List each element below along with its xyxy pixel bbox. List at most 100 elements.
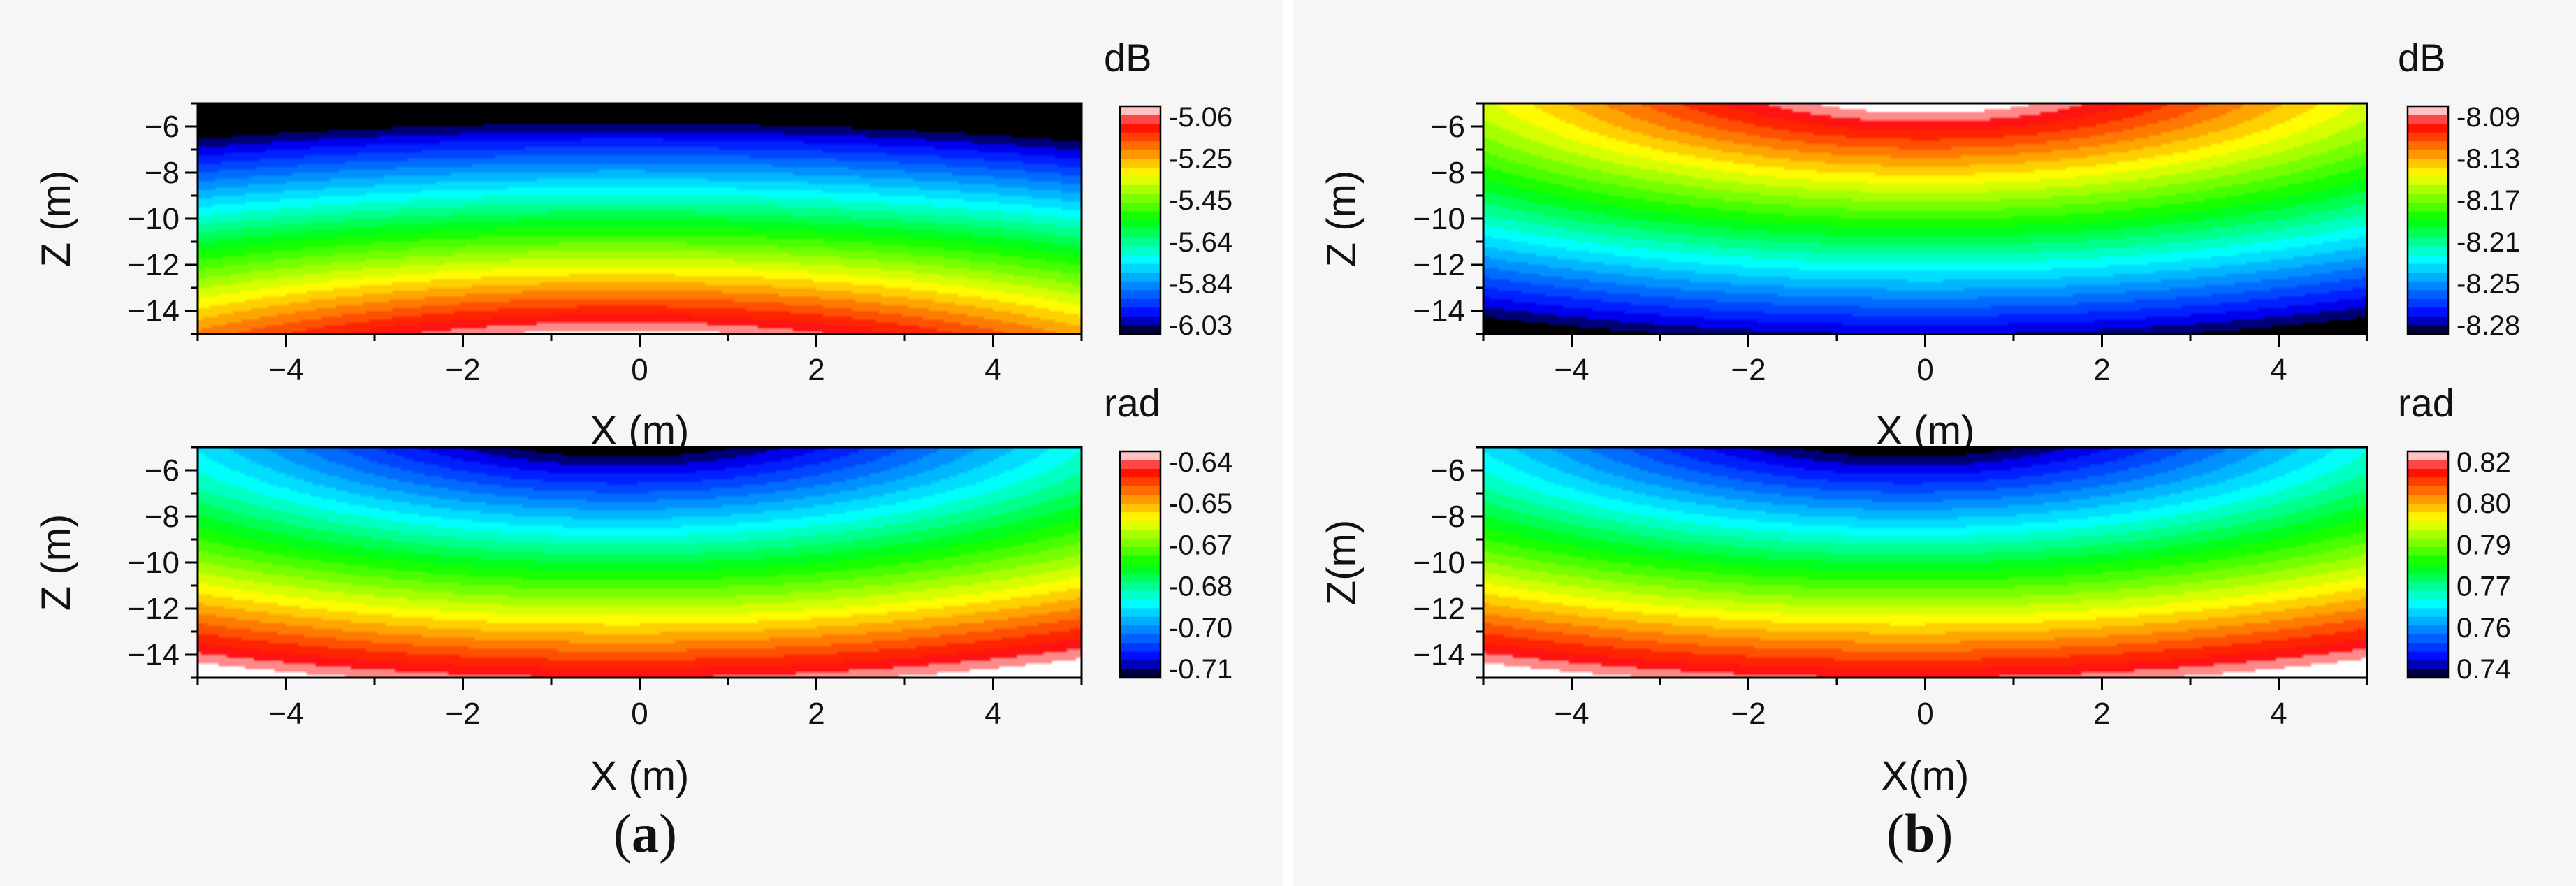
colorbar-swatch [2408,263,2448,273]
x-tick-label: 0 [631,697,648,731]
contour-field [1483,447,2367,678]
colorbar-swatch [1120,651,1160,661]
colorbar-swatch [1120,211,1160,221]
colorbar-tick-label: -0.68 [1169,572,1232,602]
colorbar-swatch [2408,573,2448,583]
colorbar-swatch [2408,547,2448,557]
colorbar-tick-label: -0.71 [1169,654,1232,685]
colorbar-swatch [2408,503,2448,513]
colorbar-tick-label: -6.03 [1169,310,1232,341]
x-tick-label: 4 [984,353,1001,387]
colorbar-swatch [1120,590,1160,600]
colorbar-swatch [1120,530,1160,539]
colorbar-swatch [1120,273,1160,282]
colorbar-swatch [2408,238,2448,247]
x-tick-label: 2 [808,353,824,387]
y-axis-label: Z (m) [1319,170,1365,268]
x-tick-label: 0 [1916,353,1933,387]
colorbar-swatch [1120,521,1160,530]
colorbar-swatch [2408,159,2448,168]
x-tick-label: −2 [1731,353,1766,387]
colorbar-swatch [1120,608,1160,618]
x-tick-label: 0 [1916,697,1933,731]
colorbar-swatch [2408,176,2448,186]
colorbar-swatch [2408,106,2448,116]
colorbar-tick-label: -0.67 [1169,530,1232,560]
colorbar-swatch [1120,141,1160,151]
y-tick-label: −14 [127,638,180,672]
colorbar-swatch [2408,581,2448,591]
colorbar-swatch [1120,184,1160,194]
colorbar-swatch [1120,625,1160,635]
y-axis-label: Z(m) [1319,520,1365,605]
colorbar-swatch [2408,298,2448,308]
colorbar-swatch [2408,538,2448,548]
contour-field [198,103,1082,334]
colorbar-swatch [1120,643,1160,653]
colorbar-tick-label: 0.80 [2457,488,2511,519]
colorbar-swatch [2408,115,2448,124]
colorbar-swatch [2408,521,2448,530]
y-tick-label: −6 [1430,110,1465,144]
colorbar-swatch [1120,281,1160,291]
colorbar-unit: dB [1104,36,1152,80]
colorbar-swatch [1120,573,1160,583]
colorbar-swatch [1120,616,1160,626]
colorbar-swatch [1120,298,1160,308]
colorbar-swatch [2408,512,2448,522]
colorbar-swatch [1120,503,1160,513]
colorbar-tick-label: 0.74 [2457,654,2511,685]
y-tick-label: −12 [127,248,180,282]
x-axis-label: X (m) [590,408,690,453]
x-tick-label: −2 [445,353,480,387]
y-axis-label: Z (m) [34,514,79,611]
y-tick-label: −14 [1413,638,1465,672]
colorbar-swatch [2408,555,2448,565]
chart-a-1: −4 −2 0 2 4 −6 −8 −10 −12 −14 X (m) Z (m) -0.64 -0.65… [34,381,1232,799]
colorbar-swatch [1120,460,1160,470]
y-tick-label: −8 [1430,156,1465,190]
colorbar-swatch [1120,194,1160,203]
colorbar-tick-label: -0.65 [1169,488,1232,519]
colorbar-swatch [2408,451,2448,461]
colorbar-swatch [2408,608,2448,618]
y-tick-label: −6 [145,110,180,144]
colorbar-unit: rad [1104,381,1160,425]
colorbar-tick-label: 0.77 [2457,572,2511,602]
colorbar-tick-label: -5.06 [1169,102,1232,133]
colorbar-swatch [1120,660,1160,670]
colorbar-swatch [2408,124,2448,133]
colorbar-swatch [1120,547,1160,557]
colorbar: -5.06 -5.25 -5.45 -5.64 -5.84 -6.03 dB [1104,36,1232,341]
colorbar-swatch [2408,468,2448,478]
colorbar-swatch [1120,290,1160,300]
x-tick-label: −4 [1554,353,1589,387]
y-tick-label: −10 [127,546,180,580]
contour-field [198,447,1082,678]
colorbar-swatch [2408,477,2448,487]
chart-b-3: −4 −2 0 2 4 −6 −8 −10 −12 −14 X(m) Z(m) 0.82 0.80 0.79… [1319,381,2511,799]
colorbar: 0.82 0.80 0.79 0.77 0.76 0.74 rad [2398,381,2511,685]
colorbar-swatch [1120,228,1160,238]
y-tick-label: −10 [1413,202,1465,236]
x-tick-label: −2 [445,697,480,731]
colorbar-swatch [2408,669,2448,678]
colorbar-swatch [1120,159,1160,168]
caption-b: (b) [1886,803,1953,864]
x-tick-label: 2 [2093,697,2110,731]
colorbar-swatch [1120,325,1160,335]
y-tick-label: −8 [1430,500,1465,534]
colorbar-swatch [1120,106,1160,116]
colorbar-tick-label: -5.84 [1169,268,1232,299]
colorbar-swatch [1120,477,1160,487]
colorbar-swatch [1120,495,1160,504]
colorbar-swatch [1120,115,1160,124]
colorbar-swatch [2408,486,2448,495]
colorbar-swatch [1120,150,1160,159]
colorbar-swatch [2408,184,2448,194]
colorbar-swatch [2408,660,2448,670]
contour-field [1483,103,2367,334]
colorbar-swatch [1120,176,1160,186]
colorbar-frame [1119,450,1162,679]
